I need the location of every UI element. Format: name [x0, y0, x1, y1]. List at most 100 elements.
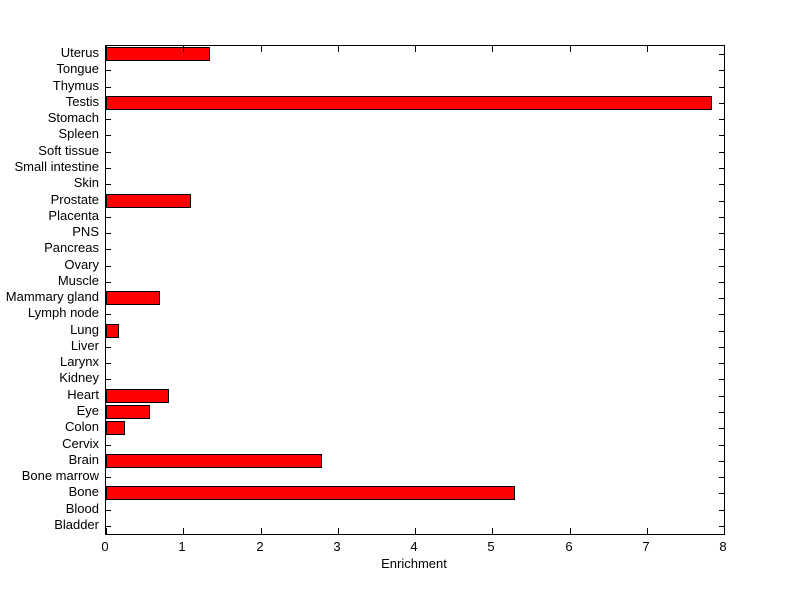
- category-label: Bone: [68, 484, 99, 499]
- y-axis-tick-right: [719, 347, 724, 348]
- category-label: Prostate: [50, 192, 99, 207]
- y-axis-tick-right: [719, 233, 724, 234]
- x-tick-label: 1: [178, 539, 186, 554]
- y-axis-tick-right: [719, 461, 724, 462]
- y-axis-tick: [106, 70, 111, 71]
- y-axis-tick: [106, 87, 111, 88]
- category-label: Eye: [76, 403, 99, 418]
- y-axis-tick-right: [719, 168, 724, 169]
- y-axis-tick-right: [719, 152, 724, 153]
- bar-mammary-gland: [106, 291, 160, 305]
- y-axis-tick-right: [719, 70, 724, 71]
- y-axis-tick: [106, 510, 111, 511]
- x-axis-tick-top: [415, 46, 416, 52]
- y-axis-tick: [106, 184, 111, 185]
- category-label: Tongue: [56, 61, 99, 76]
- x-tick-label: 6: [565, 539, 573, 554]
- category-label: Testis: [65, 94, 99, 109]
- x-tick-label: 0: [101, 539, 109, 554]
- y-axis-tick-right: [719, 396, 724, 397]
- y-axis-tick-right: [719, 493, 724, 494]
- bar-bone: [106, 486, 515, 500]
- y-axis-tick-right: [719, 331, 724, 332]
- y-axis-tick: [106, 249, 111, 250]
- x-tick-label: 7: [642, 539, 650, 554]
- y-axis-tick: [106, 526, 111, 527]
- category-label: Brain: [68, 452, 99, 467]
- y-axis-tick-right: [719, 249, 724, 250]
- category-label: Skin: [73, 175, 99, 190]
- category-label: PNS: [72, 224, 99, 239]
- y-axis-tick-right: [719, 184, 724, 185]
- category-label: Ovary: [64, 257, 99, 272]
- x-axis-tick-top: [183, 46, 184, 52]
- category-label: Colon: [65, 419, 99, 434]
- plot-area: [105, 45, 725, 535]
- y-axis-tick: [106, 282, 111, 283]
- bar-heart: [106, 389, 169, 403]
- x-axis-tick: [492, 528, 493, 534]
- category-label: Heart: [67, 387, 99, 402]
- y-axis-tick-right: [719, 135, 724, 136]
- y-axis-tick: [106, 135, 111, 136]
- x-axis-tick: [570, 528, 571, 534]
- x-axis-tick-top: [570, 46, 571, 52]
- category-label: Small intestine: [14, 159, 99, 174]
- category-label: Blood: [65, 501, 99, 516]
- y-axis-tick-right: [719, 87, 724, 88]
- category-label: Bone marrow: [21, 468, 99, 483]
- x-axis-tick: [106, 528, 107, 534]
- bar-brain: [106, 454, 322, 468]
- y-axis-tick-right: [719, 103, 724, 104]
- x-axis-tick: [415, 528, 416, 534]
- y-axis-tick-right: [719, 298, 724, 299]
- x-axis-tick-top: [724, 46, 725, 52]
- category-label: Bladder: [54, 517, 99, 532]
- x-axis-tick-top: [647, 46, 648, 52]
- y-axis-tick: [106, 477, 111, 478]
- category-label: Lymph node: [27, 305, 99, 320]
- x-tick-label: 3: [333, 539, 341, 554]
- bar-uterus: [106, 47, 210, 61]
- x-axis-tick: [338, 528, 339, 534]
- x-tick-label: 2: [256, 539, 264, 554]
- y-axis-tick-right: [719, 217, 724, 218]
- category-label: Soft tissue: [38, 143, 99, 158]
- x-axis-tick-top: [261, 46, 262, 52]
- category-label: Liver: [70, 338, 99, 353]
- y-axis-tick-right: [719, 314, 724, 315]
- y-axis-tick-right: [719, 510, 724, 511]
- y-axis-tick: [106, 168, 111, 169]
- x-tick-label: 4: [410, 539, 418, 554]
- x-axis-label: Enrichment: [381, 556, 447, 571]
- y-axis-tick-right: [719, 282, 724, 283]
- category-label: Spleen: [58, 126, 99, 141]
- y-axis-tick: [106, 119, 111, 120]
- y-axis-tick: [106, 314, 111, 315]
- y-axis-tick-right: [719, 445, 724, 446]
- x-tick-label: 5: [487, 539, 495, 554]
- bar-eye: [106, 405, 150, 419]
- y-axis-tick-right: [719, 526, 724, 527]
- category-label: Uterus: [60, 45, 99, 60]
- x-axis-tick-top: [338, 46, 339, 52]
- x-axis-tick-top: [492, 46, 493, 52]
- y-axis-tick-right: [719, 363, 724, 364]
- x-axis-tick-top: [106, 46, 107, 52]
- y-axis-tick-right: [719, 477, 724, 478]
- x-tick-label: 8: [719, 539, 727, 554]
- y-axis-tick-right: [719, 54, 724, 55]
- bar-lung: [106, 324, 119, 338]
- x-axis-tick: [261, 528, 262, 534]
- y-axis-tick: [106, 152, 111, 153]
- y-axis-tick: [106, 233, 111, 234]
- y-axis-tick-right: [719, 379, 724, 380]
- y-axis-tick: [106, 445, 111, 446]
- category-label: Larynx: [59, 354, 99, 369]
- y-axis-tick: [106, 363, 111, 364]
- x-axis-tick: [183, 528, 184, 534]
- x-axis-tick: [647, 528, 648, 534]
- bar-prostate: [106, 194, 191, 208]
- category-label: Thymus: [52, 78, 99, 93]
